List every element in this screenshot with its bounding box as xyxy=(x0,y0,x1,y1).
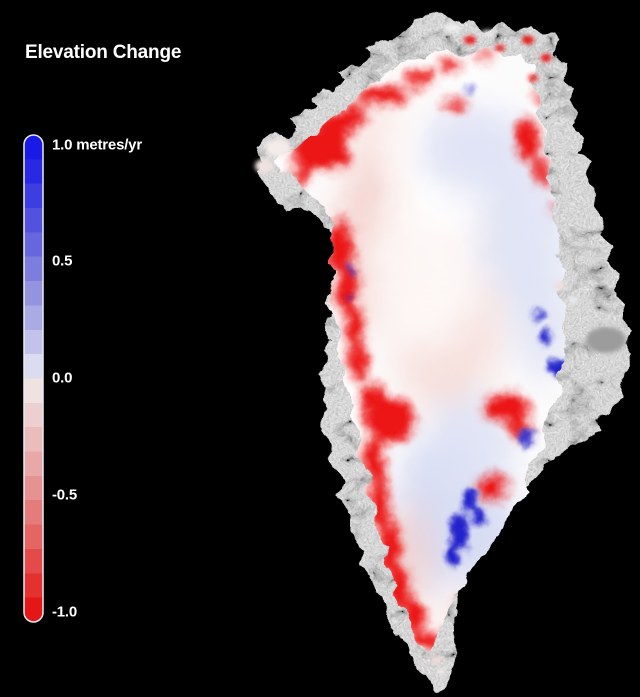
colorbar-tick-zero: 0.0 xyxy=(52,369,73,387)
colorbar-tick-max: 1.0 metres/yr xyxy=(52,136,142,154)
page-title: Elevation Change xyxy=(25,42,182,63)
coastal-ice-patches xyxy=(255,24,626,675)
colorbar xyxy=(23,134,44,623)
colorbar-tick-neg0p5: -0.5 xyxy=(52,486,78,504)
colorbar-tick-min: -1.0 xyxy=(52,603,78,621)
colorbar-tick-0p5: 0.5 xyxy=(52,252,73,270)
